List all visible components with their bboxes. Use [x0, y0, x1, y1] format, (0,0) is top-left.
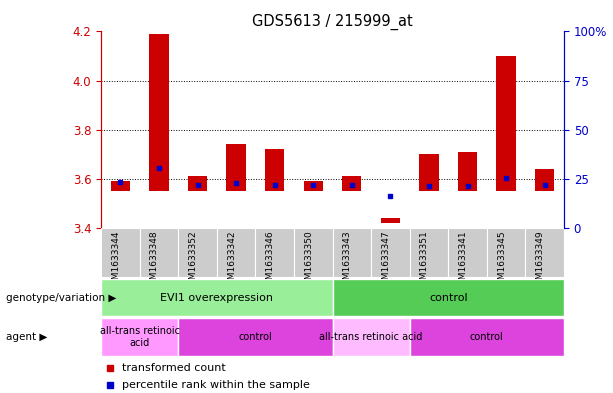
Text: GSM1633345: GSM1633345: [497, 230, 506, 291]
Text: all-trans retinoic
acid: all-trans retinoic acid: [100, 326, 180, 348]
Text: GSM1633347: GSM1633347: [381, 230, 390, 291]
Text: percentile rank within the sample: percentile rank within the sample: [122, 380, 310, 390]
Bar: [178, 228, 217, 277]
Text: agent ▶: agent ▶: [6, 332, 47, 342]
Bar: [226, 144, 246, 191]
Bar: [535, 169, 554, 191]
Text: GSM1633343: GSM1633343: [343, 230, 352, 291]
Text: GSM1633344: GSM1633344: [112, 230, 120, 291]
Bar: [101, 279, 333, 316]
Bar: [256, 228, 294, 277]
Text: GSM1633349: GSM1633349: [536, 230, 545, 291]
Bar: [303, 181, 323, 191]
Bar: [178, 318, 333, 356]
Bar: [525, 228, 564, 277]
Bar: [265, 149, 284, 191]
Text: transformed count: transformed count: [122, 362, 226, 373]
Bar: [371, 228, 409, 277]
Bar: [101, 318, 178, 356]
Text: control: control: [238, 332, 272, 342]
Bar: [409, 318, 564, 356]
Text: GSM1633348: GSM1633348: [150, 230, 159, 291]
Text: GSM1633341: GSM1633341: [459, 230, 468, 291]
Bar: [101, 228, 140, 277]
Title: GDS5613 / 215999_at: GDS5613 / 215999_at: [252, 14, 413, 30]
Text: GSM1633342: GSM1633342: [227, 230, 236, 291]
Text: control: control: [470, 332, 504, 342]
Bar: [497, 56, 516, 191]
Bar: [217, 228, 256, 277]
Bar: [140, 228, 178, 277]
Text: GSM1633346: GSM1633346: [265, 230, 275, 291]
Bar: [448, 228, 487, 277]
Bar: [294, 228, 333, 277]
Text: GSM1633352: GSM1633352: [189, 230, 197, 291]
Text: EVI1 overexpression: EVI1 overexpression: [161, 293, 273, 303]
Bar: [333, 228, 371, 277]
Bar: [150, 34, 169, 191]
Text: control: control: [429, 293, 468, 303]
Bar: [458, 152, 477, 191]
Bar: [487, 228, 525, 277]
Text: GSM1633350: GSM1633350: [304, 230, 313, 291]
Text: genotype/variation ▶: genotype/variation ▶: [6, 293, 116, 303]
Text: all-trans retinoic acid: all-trans retinoic acid: [319, 332, 423, 342]
Bar: [409, 228, 448, 277]
Bar: [188, 176, 207, 191]
Text: GSM1633351: GSM1633351: [420, 230, 429, 291]
Bar: [333, 279, 564, 316]
Bar: [333, 318, 409, 356]
Bar: [342, 176, 362, 191]
Bar: [111, 181, 130, 191]
Bar: [381, 218, 400, 223]
Bar: [419, 154, 439, 191]
